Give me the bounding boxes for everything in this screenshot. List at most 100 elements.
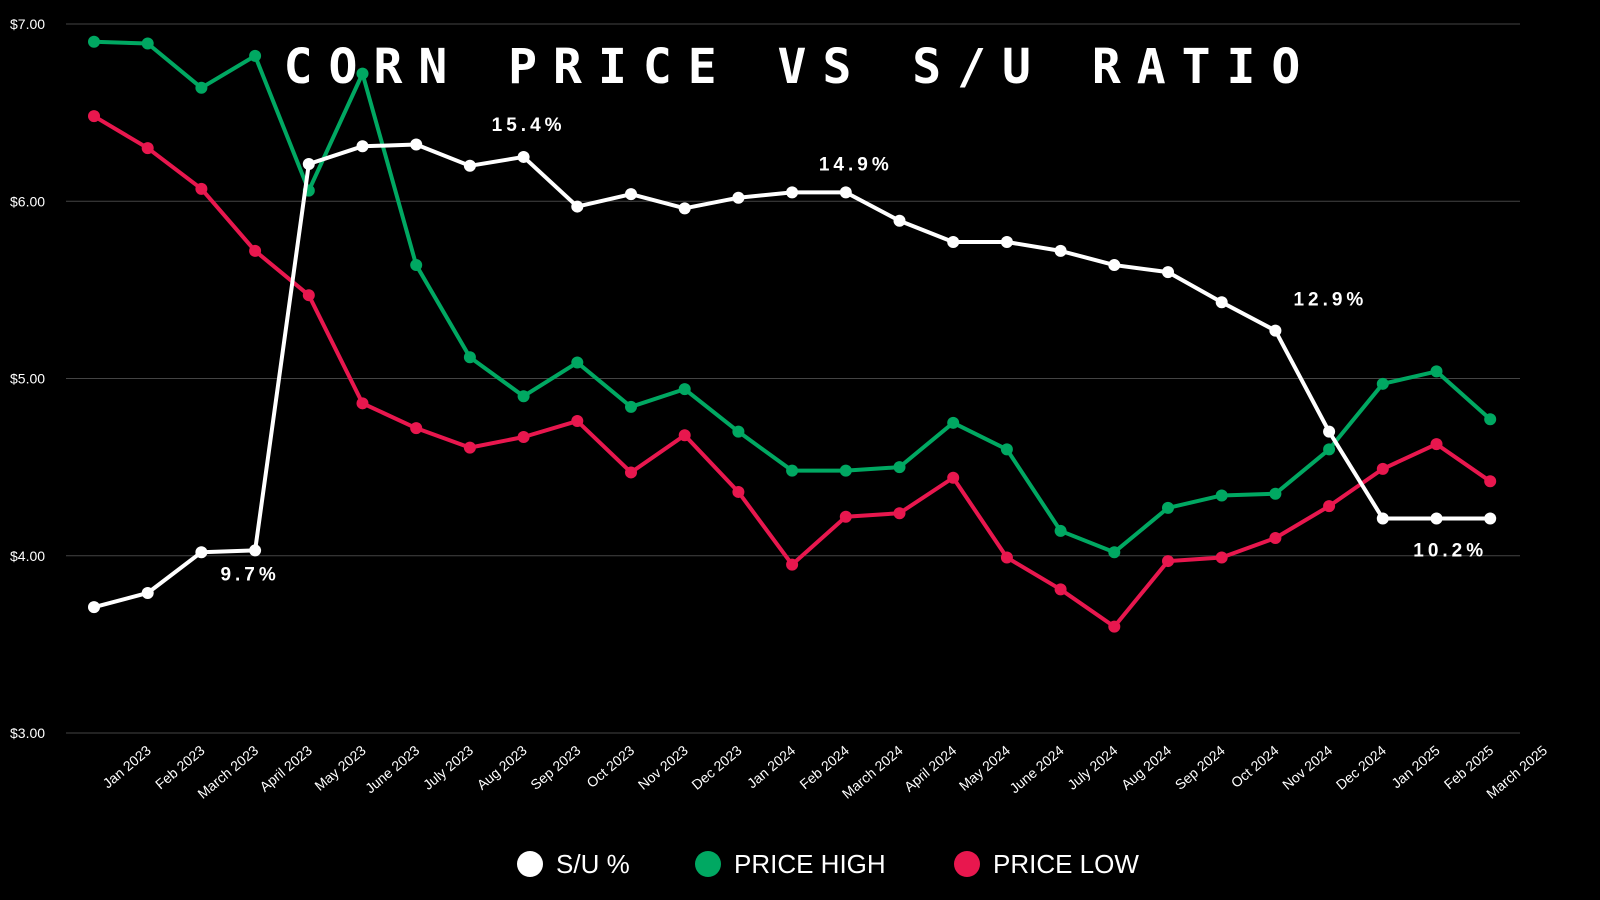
data-point-price-low <box>786 558 799 571</box>
x-tick-label: Jan 2024 <box>744 742 799 791</box>
data-point-price-high <box>1215 489 1228 502</box>
data-point-price-low <box>195 182 208 195</box>
x-tick-label: Aug 2023 <box>474 742 530 793</box>
data-point-price-high <box>356 67 369 80</box>
data-point-s-u <box>88 601 100 614</box>
x-tick-label: May 2024 <box>956 742 1014 794</box>
data-point-s-u <box>302 158 315 171</box>
data-point-price-high <box>786 464 799 477</box>
annotation-label: 10.2% <box>1413 541 1487 562</box>
legend-marker <box>695 851 721 877</box>
x-tick-label: Dec 2024 <box>1333 742 1389 793</box>
data-point-price-high <box>1430 365 1443 378</box>
data-point-s-u <box>195 546 208 559</box>
data-point-price-high <box>249 49 262 62</box>
series-price-high <box>88 35 1497 559</box>
legend-item-price-low: PRICE LOW <box>954 849 1139 879</box>
y-tick-label: $4.00 <box>10 548 45 564</box>
x-tick-label: Oct 2023 <box>583 742 637 791</box>
data-point-s-u <box>947 236 960 249</box>
data-point-price-high <box>1000 443 1013 456</box>
x-tick-label: June 2023 <box>362 742 423 796</box>
data-point-s-u <box>1376 512 1389 525</box>
data-point-s-u <box>1108 259 1121 272</box>
series-lines <box>88 35 1497 633</box>
data-point-price-low <box>839 510 852 523</box>
data-point-price-low <box>1108 620 1121 633</box>
data-point-price-high <box>141 37 154 50</box>
x-tick-label: Nov 2024 <box>1279 742 1335 793</box>
chart-title: CORN PRICE VS S/U RATIO <box>284 39 1317 95</box>
data-point-price-high <box>1484 413 1497 426</box>
data-point-price-high <box>410 259 423 272</box>
gridlines <box>66 23 1520 734</box>
series-price-low <box>88 110 1497 633</box>
data-point-price-low <box>88 110 100 123</box>
x-tick-label: June 2024 <box>1006 742 1067 796</box>
data-point-price-low <box>517 430 530 443</box>
y-tick-label: $5.00 <box>10 371 45 387</box>
data-point-price-low <box>249 244 262 257</box>
data-point-price-high <box>1162 501 1174 514</box>
data-point-price-low <box>356 397 369 410</box>
data-point-price-high <box>732 425 745 438</box>
data-point-price-low <box>1376 462 1389 475</box>
data-point-s-u <box>625 188 637 201</box>
x-tick-label: July 2024 <box>1064 742 1120 793</box>
data-point-price-low <box>463 441 476 454</box>
data-point-s-u <box>893 214 906 227</box>
data-point-s-u <box>517 150 530 163</box>
data-point-price-low <box>1323 500 1336 513</box>
annotations: 9.7% 15.4% 14.9% 12.9% 10.2% <box>220 115 1487 585</box>
data-point-price-low <box>1000 551 1013 564</box>
data-point-s-u <box>732 191 745 204</box>
x-tick-label: Jan 2025 <box>1388 742 1443 791</box>
data-point-price-low <box>1484 475 1497 488</box>
annotation-label: 12.9% <box>1293 290 1367 311</box>
legend-marker <box>954 851 980 877</box>
data-point-price-high <box>947 416 960 429</box>
y-tick-label: $3.00 <box>10 725 45 741</box>
data-point-price-low <box>1215 551 1228 564</box>
data-point-s-u <box>1215 296 1228 309</box>
data-point-s-u <box>1484 512 1497 525</box>
x-tick-label: Dec 2023 <box>688 742 744 793</box>
y-tick-label: $7.00 <box>10 16 45 32</box>
data-point-s-u <box>410 138 423 151</box>
legend-label: PRICE HIGH <box>734 849 886 879</box>
data-point-s-u <box>1269 324 1282 337</box>
data-point-price-low <box>571 415 584 428</box>
x-tick-label: May 2023 <box>311 742 369 794</box>
data-point-price-low <box>302 289 315 302</box>
data-point-price-low <box>893 507 906 520</box>
legend-item-s-u: S/U % <box>517 849 630 879</box>
annotation-label: 14.9% <box>819 154 893 175</box>
data-point-price-low <box>947 471 960 484</box>
data-point-price-high <box>195 81 208 94</box>
data-point-price-high <box>893 461 906 474</box>
data-point-s-u <box>463 159 476 172</box>
data-point-s-u <box>1054 244 1067 257</box>
data-point-price-high <box>1323 443 1336 456</box>
legend-marker <box>517 851 543 877</box>
series-s-u <box>88 138 1497 614</box>
x-tick-label: Aug 2024 <box>1118 742 1174 793</box>
data-point-price-low <box>625 466 637 479</box>
data-point-price-low <box>1162 555 1174 568</box>
data-point-s-u <box>1323 425 1336 438</box>
x-tick-label: July 2023 <box>420 742 476 793</box>
data-point-price-high <box>1108 546 1121 559</box>
data-point-price-high <box>88 35 100 48</box>
data-point-price-high <box>839 464 852 477</box>
data-point-price-low <box>678 429 691 442</box>
annotation-label: 15.4% <box>492 115 566 136</box>
x-tick-label: Nov 2023 <box>635 742 691 793</box>
data-point-s-u <box>839 186 852 199</box>
legend-label: PRICE LOW <box>993 849 1139 879</box>
data-point-price-high <box>463 351 476 364</box>
data-point-price-low <box>1430 438 1443 451</box>
annotation-label: 9.7% <box>220 564 279 585</box>
